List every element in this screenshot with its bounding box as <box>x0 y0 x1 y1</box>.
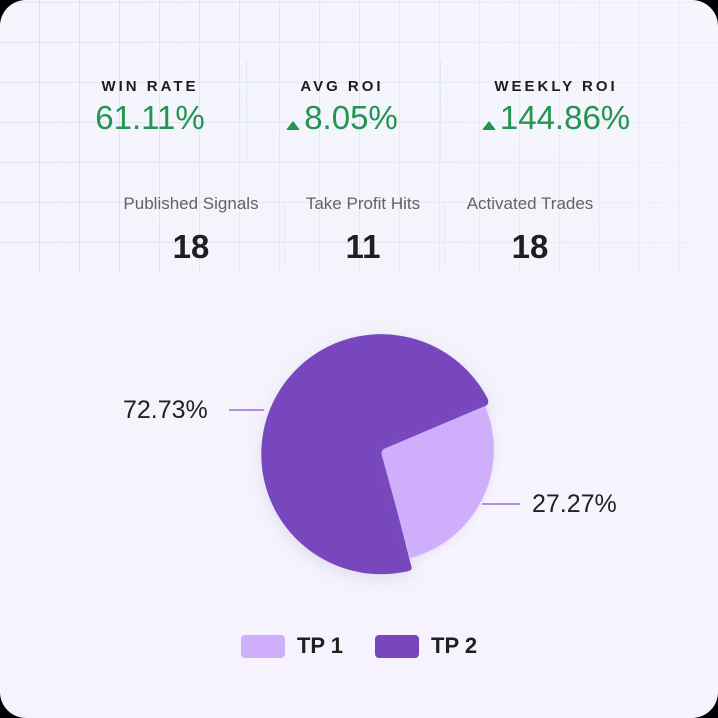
divider <box>444 204 445 264</box>
legend-item-tp1[interactable]: TP 1 <box>240 633 343 659</box>
stat-label: Published Signals <box>123 194 259 213</box>
kpi-label: WEEKLY ROI <box>494 78 618 95</box>
legend-item-tp2[interactable]: TP 2 <box>375 633 477 659</box>
legend-swatch-tp2 <box>375 634 419 658</box>
stat-published-signals: Published Signals 18 <box>110 194 272 266</box>
triangle-up-icon <box>481 120 496 130</box>
kpi-value: 144.86% <box>460 99 652 137</box>
stat-activated-trades: Activated Trades 18 <box>452 194 608 266</box>
pie-label-tp1: 27.27% <box>532 490 617 518</box>
legend-label: TP 1 <box>296 633 343 658</box>
legend-swatch-tp1 <box>240 634 285 658</box>
stat-label: Activated Trades <box>466 194 594 213</box>
divider <box>246 60 247 162</box>
chart-legend: TP 1 TP 2 <box>0 633 718 659</box>
divider <box>440 60 441 162</box>
background-grid <box>0 0 718 272</box>
pie-slice-tp2[interactable] <box>261 334 489 575</box>
kpi-win-rate: WIN RATE 61.11% <box>82 78 218 137</box>
kpi-label: AVG ROI <box>300 78 384 95</box>
kpi-weekly-roi: WEEKLY ROI 144.86% <box>460 78 652 137</box>
kpi-value: 61.11% <box>95 99 205 136</box>
stat-take-profit-hits: Take Profit Hits 11 <box>292 194 434 266</box>
kpi-value: 8.05% <box>262 99 422 137</box>
stat-label: Take Profit Hits <box>305 194 421 213</box>
triangle-up-icon <box>286 120 301 130</box>
kpi-avg-roi: AVG ROI 8.05% <box>262 78 422 137</box>
pie-label-tp2: 72.73% <box>123 396 208 424</box>
stat-value: 18 <box>511 228 549 265</box>
kpi-label: WIN RATE <box>101 78 199 95</box>
legend-label: TP 2 <box>431 633 478 658</box>
pie-slice-tp1[interactable] <box>381 406 494 558</box>
divider <box>284 204 285 264</box>
stat-value: 18 <box>172 228 210 265</box>
stat-value: 11 <box>345 228 381 265</box>
